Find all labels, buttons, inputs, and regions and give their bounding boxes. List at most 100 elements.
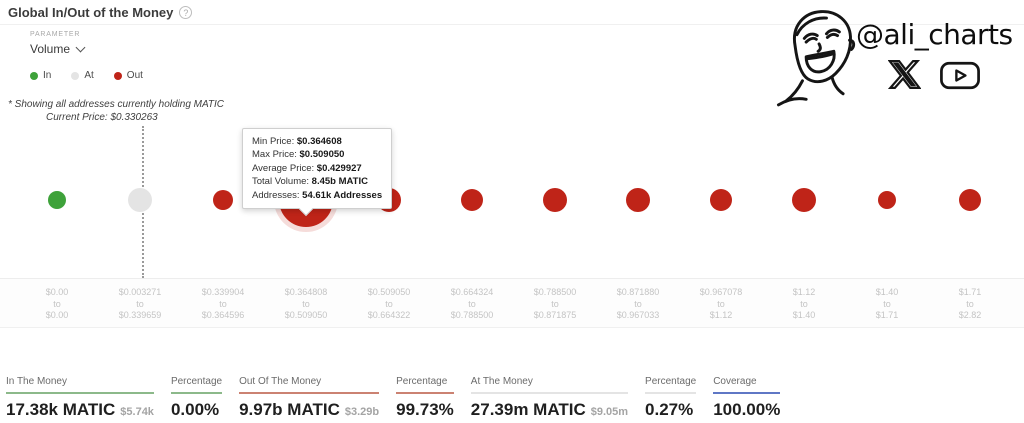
x-axis-label: $0.003271 to $0.339659 [98,287,182,322]
stat-label: Percentage [645,376,697,394]
x-axis-label: $0.871880 to $0.967033 [596,287,680,322]
stat-value: 27.39m MATIC $9.05m [470,400,629,419]
stat-label: Percentage [170,376,223,394]
tooltip-row: Max Price: $0.509050 [252,148,382,161]
x-axis-label: $1.71 to $2.82 [928,287,1012,322]
stat-percentage: Percentage 99.73% [396,376,454,420]
x-axis-range-separator: to [302,298,310,309]
tooltip-value: $0.509050 [299,149,345,161]
legend-dot-icon [71,71,80,80]
current-price-label: Current Price: $0.330263 [46,112,158,123]
stat-label: At The Money [470,376,629,394]
x-axis-range-from: $0.664324 [450,287,494,297]
price-tooltip: Min Price: $0.364608 Max Price: $0.509050… [242,128,393,216]
x-axis-range-separator: to [883,298,891,309]
legend-item-out[interactable]: Out [113,70,143,81]
x-axis-range-from: $0.00 [45,287,69,297]
bubble-out[interactable] [792,188,816,212]
chevron-down-icon [75,42,86,53]
legend-item-in[interactable]: In [30,70,51,81]
parameter-label: PARAMETER [30,31,81,38]
x-axis-range-separator: to [966,298,974,309]
legend-label: At [84,70,94,81]
bubble-out[interactable] [626,188,650,212]
holdings-note: * Showing all addresses currently holdin… [8,99,225,110]
bubble-out[interactable] [959,189,981,211]
header-divider [0,24,1024,25]
x-axis-range-from: $0.788500 [533,287,577,297]
x-axis-label: $0.664324 to $0.788500 [430,287,514,322]
x-axis-range-separator: to [136,298,144,309]
youtube-icon [940,61,980,90]
bubble-out[interactable] [543,188,567,212]
x-axis-range-from: $0.967078 [699,287,743,297]
bubble-out[interactable] [213,190,233,210]
stat-in-the-money: In The Money 17.38k MATIC $5.74k [6,376,154,420]
bubble-out[interactable] [461,189,483,211]
legend-label: Out [126,70,143,81]
x-axis-range-from: $0.509050 [367,287,411,297]
bubble-out[interactable] [878,191,896,209]
legend-item-at[interactable]: At [71,70,94,81]
tooltip-value: 54.61k Addresses [302,189,383,201]
x-axis-range-separator: to [53,298,61,309]
x-axis-range-to: $0.788500 [450,310,494,321]
tooltip-row: Min Price: $0.364608 [252,135,382,148]
stat-subvalue: $3.29b [344,406,380,418]
x-axis-label: $0.788500 to $0.871875 [513,287,597,322]
parameter-dropdown[interactable]: Volume [30,42,86,56]
x-axis-range-to: $0.509050 [284,310,328,321]
x-axis-range-from: $0.871880 [616,287,660,297]
x-axis-range-to: $0.364596 [201,310,245,321]
x-axis-label: $0.339904 to $0.364596 [181,287,265,322]
x-axis-range-separator: to [551,298,559,309]
tooltip-label: Addresses: [252,189,303,201]
legend-label: In [43,70,52,81]
x-axis-label: $1.40 to $1.71 [845,287,929,322]
stat-label: Out Of The Money [239,376,380,394]
bubble-out[interactable] [710,189,732,211]
x-axis-range-to: $1.71 [875,310,899,321]
x-axis-range-to: $1.40 [792,310,816,321]
x-axis-range-from: $1.12 [792,287,816,297]
x-axis-range-to: $0.871875 [533,310,577,321]
x-axis-range-separator: to [800,298,808,309]
x-axis-range-separator: to [634,298,642,309]
stat-value: 9.97b MATIC $3.29b [239,400,380,419]
stat-label: Percentage [396,376,454,394]
tooltip-label: Average Price: [252,162,317,174]
x-axis-range-to: $0.664322 [367,310,411,321]
tooltip-value: $0.429927 [316,162,362,174]
tooltip-row: Total Volume: 8.45b MATIC [252,175,382,188]
x-axis-range-to: $0.967033 [616,310,660,321]
x-axis-range-separator: to [468,298,476,309]
x-axis-range-to: $1.12 [709,310,733,321]
x-axis-range-separator: to [385,298,393,309]
stat-out-of-the-money: Out Of The Money 9.97b MATIC $3.29b [239,376,380,420]
chart-header: Global In/Out of the Money ? [8,5,193,20]
x-axis-label: $0.364808 to $0.509050 [264,287,348,322]
tooltip-value: 8.45b MATIC [311,176,368,188]
x-axis-range-from: $0.364808 [284,287,328,297]
footer-stats: In The Money 17.38k MATIC $5.74k Percentage… [6,376,781,420]
x-axis-range-from: $1.71 [958,287,982,297]
chart-legend: In At Out [30,70,143,81]
stat-coverage: Coverage 100.00% [713,376,781,420]
help-icon[interactable]: ? [179,6,193,19]
x-axis-label: $0.967078 to $1.12 [679,287,763,322]
x-axis-range-from: $0.003271 [118,287,162,297]
watermark-handle: @ali_charts [856,18,1013,51]
legend-dot-icon [113,71,122,80]
stat-label: In The Money [6,376,154,394]
tooltip-row: Addresses: 54.61k Addresses [252,189,382,202]
stat-value: 99.73% [396,400,454,419]
tooltip-label: Max Price: [252,149,300,161]
tooltip-value: $0.364608 [296,136,342,147]
x-axis-range-to: $0.00 [45,310,69,321]
x-axis-range-from: $1.40 [875,287,899,297]
page-title: Global In/Out of the Money [8,5,174,20]
bubble-at[interactable] [128,188,152,212]
stat-value: 0.27% [645,400,694,419]
bubble-in[interactable] [48,191,66,209]
